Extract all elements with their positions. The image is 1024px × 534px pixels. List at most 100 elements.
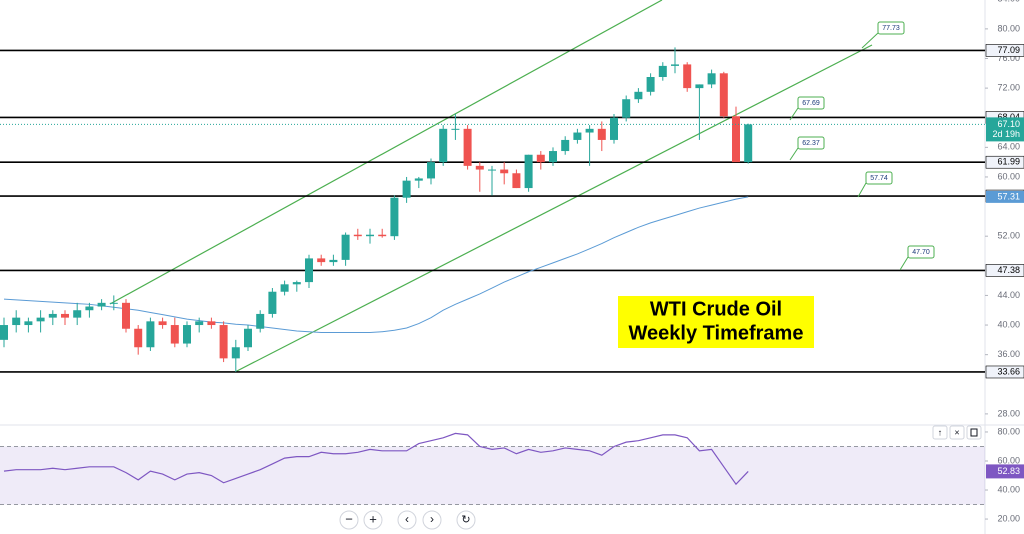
annotation-box <box>618 296 814 348</box>
candle-body <box>97 302 106 307</box>
candle-body <box>305 258 313 283</box>
candle-body <box>463 128 472 166</box>
callout-box <box>907 245 935 259</box>
y-tick-label: 72.00 <box>997 82 1020 92</box>
candle-body <box>488 169 496 171</box>
candle-body <box>231 347 240 359</box>
candle-body <box>524 154 533 189</box>
button-close[interactable] <box>949 425 965 440</box>
candle-body <box>195 321 204 326</box>
callout-label: 77.73 <box>882 25 900 32</box>
rsi-tick-label: 80.00 <box>997 426 1020 436</box>
candle-body <box>24 321 33 326</box>
icon: + <box>369 511 377 526</box>
y-tick-label: 36.00 <box>997 349 1020 359</box>
candle-body <box>683 64 692 89</box>
candle-body <box>158 321 167 326</box>
icon: ↑ <box>938 427 943 437</box>
callout-arrow <box>789 147 799 161</box>
button-reset[interactable] <box>456 510 476 530</box>
annotation-text: Weekly Timeframe <box>629 322 804 344</box>
candle-body <box>48 313 57 318</box>
last-price-badge <box>986 117 1024 142</box>
callout-arrow <box>899 256 909 271</box>
y-tick-label: 40.00 <box>997 319 1020 329</box>
candle-body <box>280 284 289 292</box>
candle-body <box>512 173 521 189</box>
candle-body <box>0 325 8 340</box>
candle-body <box>61 313 69 318</box>
level-label: 68.04 <box>997 112 1020 122</box>
level-badge <box>985 365 1024 379</box>
last-price-label: 67.10 <box>997 119 1020 129</box>
button-right[interactable] <box>422 510 442 530</box>
candle-body <box>329 259 338 263</box>
rsi-band <box>0 446 985 505</box>
button-maximize[interactable] <box>966 425 982 440</box>
candle-body <box>244 328 252 348</box>
candle-body <box>671 64 679 66</box>
candle-body <box>12 317 21 326</box>
icon: › <box>430 512 434 526</box>
rsi-badge-label: 52.83 <box>997 466 1020 476</box>
candle-body <box>292 282 301 285</box>
candle-body <box>500 169 509 174</box>
button-zoom-out[interactable] <box>339 510 359 530</box>
candle-body <box>402 180 411 198</box>
y-tick-label: 44.00 <box>997 290 1020 300</box>
candle-body <box>353 234 362 237</box>
callout-arrow <box>857 182 867 198</box>
candle-body <box>695 84 704 89</box>
candle-body <box>451 128 460 130</box>
rsi-tick-label: 60.00 <box>997 455 1020 465</box>
candle-body <box>378 234 387 237</box>
candle-body <box>390 197 399 237</box>
candle-body <box>732 116 740 163</box>
button-left[interactable] <box>397 510 417 530</box>
button-up[interactable] <box>932 425 948 440</box>
level-badge <box>985 264 1024 277</box>
icon: ‹ <box>405 512 409 526</box>
candle-body <box>122 302 130 329</box>
candle-body <box>475 165 484 170</box>
y-tick-label: 84.00 <box>997 0 1020 4</box>
candle-body <box>219 325 228 359</box>
candle-body <box>646 77 655 92</box>
candle-body <box>536 154 545 163</box>
y-tick-label: 60.00 <box>997 171 1020 181</box>
candle-body <box>268 291 277 314</box>
callout-box <box>865 171 893 185</box>
countdown: 2d 19h <box>992 129 1020 139</box>
icon <box>970 428 978 437</box>
callout-arrow <box>861 32 879 49</box>
rsi-line <box>3 432 749 486</box>
candle-body <box>134 328 143 348</box>
candle-body <box>561 139 570 152</box>
callout-label: 67.69 <box>802 100 820 107</box>
button-zoom-in[interactable] <box>363 510 383 530</box>
candle-body <box>36 317 45 322</box>
y-tick-label: 76.00 <box>997 53 1020 63</box>
candle-body <box>256 313 265 329</box>
zoom-controls: − + ‹ › ↻ <box>339 510 476 530</box>
rsi-buttons: ↑ × <box>932 425 982 440</box>
rsi-badge <box>986 464 1024 479</box>
level-label: 33.66 <box>997 366 1020 376</box>
level-label: 77.09 <box>997 45 1020 55</box>
candle-body <box>573 132 582 140</box>
callout-box <box>877 21 905 35</box>
candle-body <box>622 99 631 118</box>
candle-body <box>744 124 753 163</box>
rsi-tick-label: 40.00 <box>997 484 1020 494</box>
candle-body <box>85 306 94 311</box>
level-label: 61.99 <box>997 157 1020 167</box>
channel-lower <box>234 44 873 373</box>
candle-body <box>439 128 448 163</box>
ma-badge-label: 57.31 <box>997 191 1020 201</box>
candle-body <box>597 128 606 140</box>
candle-body <box>170 325 179 344</box>
candle-body <box>207 321 216 326</box>
level-badge <box>985 44 1024 57</box>
y-tick-label: 28.00 <box>997 408 1020 418</box>
